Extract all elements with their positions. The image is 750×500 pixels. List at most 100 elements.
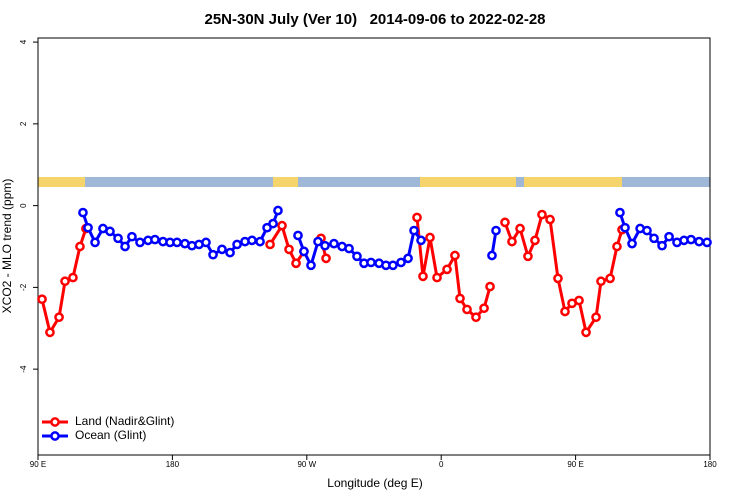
point	[442, 264, 452, 275]
x-tick-label: 0	[439, 460, 444, 469]
point	[530, 235, 540, 246]
point	[225, 247, 235, 258]
legend-marker	[50, 431, 60, 441]
point	[545, 214, 555, 225]
point	[479, 303, 489, 314]
y-tick-label: -4	[19, 365, 28, 373]
point	[388, 260, 398, 271]
ocean-strip	[38, 177, 710, 187]
legend-label: Ocean (Glint)	[75, 428, 146, 442]
y-tick-label: 0	[19, 203, 28, 208]
point	[268, 218, 278, 229]
land-strip	[38, 177, 85, 187]
point	[553, 273, 563, 284]
point	[560, 306, 570, 317]
legend-marker	[50, 417, 60, 427]
point	[596, 276, 606, 287]
point	[90, 237, 100, 248]
point	[432, 272, 442, 283]
point	[403, 253, 413, 264]
point	[642, 225, 652, 236]
point	[172, 237, 182, 248]
point	[515, 223, 525, 234]
point	[694, 236, 704, 247]
point	[702, 237, 712, 248]
series-line	[40, 212, 624, 337]
point	[75, 241, 85, 252]
point	[366, 257, 376, 268]
point	[620, 222, 630, 233]
point	[605, 273, 615, 284]
y-tick-label: 4	[19, 39, 28, 44]
point	[306, 260, 316, 271]
point	[485, 281, 495, 292]
point	[120, 241, 130, 252]
point	[37, 294, 47, 305]
point	[649, 233, 659, 244]
point	[686, 234, 696, 245]
point	[284, 244, 294, 255]
point	[54, 312, 64, 323]
point	[277, 220, 287, 231]
x-tick-label: 90 E	[30, 460, 46, 469]
point	[591, 312, 601, 323]
point	[418, 271, 428, 282]
point	[412, 212, 422, 223]
point	[299, 246, 309, 257]
point	[150, 234, 160, 245]
point	[208, 249, 218, 260]
point	[232, 239, 242, 250]
point	[320, 240, 330, 251]
x-tick-label: 180	[703, 460, 717, 469]
point	[83, 222, 93, 233]
point	[113, 233, 123, 244]
point	[396, 257, 406, 268]
point	[455, 293, 465, 304]
point	[352, 251, 362, 262]
point	[612, 241, 622, 252]
point	[265, 239, 275, 250]
land-strip	[420, 177, 516, 187]
point	[450, 250, 460, 261]
y-tick-label: 2	[19, 121, 28, 126]
point	[409, 225, 419, 236]
point	[344, 243, 354, 254]
point	[291, 258, 301, 269]
point	[127, 231, 137, 242]
point	[273, 205, 283, 216]
point	[247, 235, 257, 246]
point	[574, 295, 584, 306]
chart-title: 25N-30N July (Ver 10) 2014-09-06 to 2022…	[204, 11, 545, 28]
land-sea-strip	[38, 177, 710, 187]
point	[293, 230, 303, 241]
point	[491, 225, 501, 236]
x-tick-label: 90 W	[297, 460, 316, 469]
legend-label: Land (Nadir&Glint)	[75, 414, 174, 428]
point	[329, 238, 339, 249]
point	[507, 236, 517, 247]
y-axis-label: XCO2 - MLO trend (ppm)	[0, 179, 14, 314]
point	[60, 276, 70, 287]
point	[471, 312, 481, 323]
point	[500, 217, 510, 228]
point	[255, 236, 265, 247]
point	[627, 238, 637, 249]
point	[201, 237, 211, 248]
point	[78, 207, 88, 218]
point	[68, 272, 78, 283]
point	[416, 235, 426, 246]
point	[657, 240, 667, 251]
plot-frame	[37, 37, 711, 456]
land-strip	[273, 177, 298, 187]
x-tick-label: 90 E	[567, 460, 583, 469]
point	[217, 244, 227, 255]
x-tick-label: 180	[166, 460, 180, 469]
point	[537, 209, 547, 220]
land-strip	[524, 177, 622, 187]
point	[321, 253, 331, 264]
point	[425, 232, 435, 243]
point	[45, 327, 55, 338]
point	[105, 226, 115, 237]
point	[581, 327, 591, 338]
